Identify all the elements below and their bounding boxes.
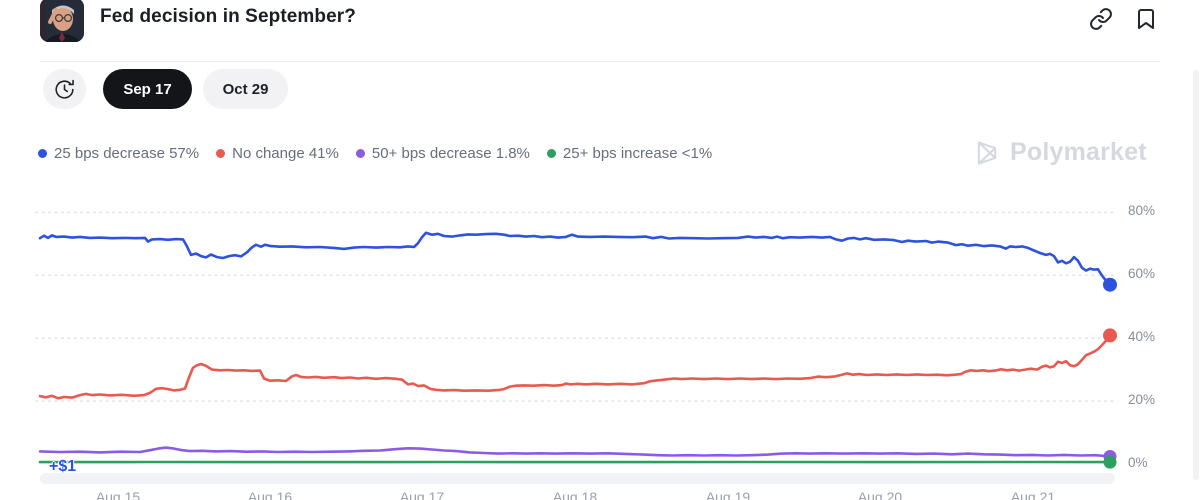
legend-item-50bps-decrease: 50+ bps decrease 1.8% <box>355 145 530 162</box>
time-range-button[interactable] <box>43 69 86 109</box>
x-tick-aug21: Aug 21 <box>1010 489 1056 500</box>
legend-dot-red <box>216 149 226 158</box>
profit-indicator: +$1 <box>49 458 77 475</box>
bookmark-button[interactable] <box>1134 7 1158 31</box>
y-tick-20: 20% <box>1128 392 1156 407</box>
legend-label: 25 bps decrease 57% <box>54 145 200 162</box>
x-tick-aug20: Aug 20 <box>857 489 903 500</box>
legend-item-25bps-decrease: 25 bps decrease 57% <box>38 145 199 162</box>
legend-item-no-change: No change 41% <box>216 145 339 162</box>
watermark-text: Polymarket <box>1010 138 1147 166</box>
legend-label: 25+ bps increase <1% <box>562 145 713 162</box>
legend-label: No change 41% <box>232 145 339 162</box>
legend-dot-green <box>546 149 556 158</box>
x-tick-aug19: Aug 19 <box>705 489 751 500</box>
x-tick-aug16: Aug 16 <box>247 489 293 500</box>
legend-label: 50+ bps decrease 1.8% <box>371 145 530 162</box>
x-tick-aug15: Aug 15 <box>95 489 141 500</box>
legend-dot-blue <box>38 149 47 158</box>
header-divider <box>40 61 1160 62</box>
bookmark-icon <box>1138 9 1154 29</box>
market-avatar <box>40 0 84 42</box>
tab-oct-29[interactable]: Oct 29 <box>203 69 288 109</box>
y-tick-60: 60% <box>1128 266 1156 281</box>
link-icon <box>1090 8 1112 30</box>
y-tick-80: 80% <box>1128 203 1156 218</box>
timeline-scrubber[interactable] <box>40 473 1115 484</box>
legend-item-25bps-increase: 25+ bps increase <1% <box>546 145 713 162</box>
x-tick-aug17: Aug 17 <box>399 489 445 500</box>
polymarket-logo-icon <box>977 141 997 164</box>
page-title: Fed decision in September? <box>100 6 356 27</box>
y-tick-40: 40% <box>1128 329 1156 344</box>
y-tick-0: 0% <box>1128 455 1148 470</box>
scrollbar-strip[interactable] <box>1193 70 1199 480</box>
legend-dot-purple <box>355 149 365 158</box>
tab-sep-17[interactable]: Sep 17 <box>103 69 192 109</box>
copy-link-button[interactable] <box>1089 7 1113 31</box>
powell-portrait-image <box>40 0 84 42</box>
clock-history-icon <box>55 79 74 99</box>
polymarket-watermark: Polymarket <box>973 138 1147 167</box>
x-tick-aug18: Aug 18 <box>552 489 598 500</box>
chart-legend: 25 bps decrease 57% No change 41% 50+ bp… <box>38 145 712 162</box>
